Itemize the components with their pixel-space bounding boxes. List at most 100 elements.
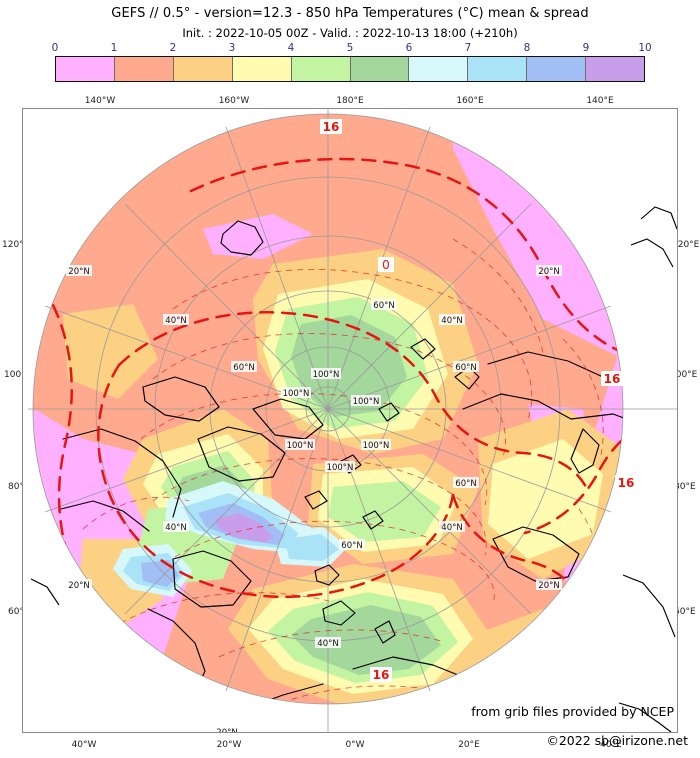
copyright-notice: ©2022 sb@irizone.net — [546, 733, 688, 748]
lat-label-100n-group-f: 100°N — [325, 461, 355, 473]
colorbar-tick-7: 7 — [464, 42, 472, 54]
lat-ring-labels: 20°N 20°N 20°N 20°N 20°N — [66, 265, 562, 732]
colorbar-tick-5: 5 — [346, 42, 354, 54]
lat-label-20n-c: 20°N — [68, 581, 89, 591]
lon-label-left-80w: 80°W — [8, 482, 33, 492]
contour-label-16-top: 16 — [323, 120, 340, 134]
colorbar-tick-4: 4 — [287, 42, 295, 54]
colorbar: 0 1 2 3 4 5 6 7 8 9 10 — [51, 42, 652, 82]
lat-label-60n-d: 60°N — [455, 479, 476, 489]
lon-label-bottom-20e: 20°E — [458, 740, 480, 750]
lon-label-top-160w: 160°W — [218, 96, 250, 106]
lat-label-40n-c: 40°N — [165, 523, 186, 533]
lat-label-60n-group-e: 60°N — [339, 539, 365, 551]
colorbar-swatch-4 — [291, 57, 351, 81]
colorbar-tick-10: 10 — [638, 42, 652, 54]
lon-label-right-120e: 120°E — [672, 240, 700, 250]
lon-label-bottom-40w: 40°W — [71, 740, 97, 750]
colorbar-tick-6: 6 — [405, 42, 413, 54]
colorbar-swatch-1 — [114, 57, 174, 81]
contour-label-bg-3 — [601, 371, 623, 386]
lat-label-60n-group-a: 60°N — [231, 361, 257, 373]
colorbar-swatch-6 — [409, 57, 469, 81]
lon-label-bottom-0w: 0°W — [345, 740, 365, 750]
lon-label-top-140e: 140°E — [586, 96, 614, 106]
lat-label-40n-group-a: 40°N — [163, 314, 189, 326]
lon-label-bottom-20w: 20°W — [216, 740, 242, 750]
lat-label-100n-a: 100°N — [283, 389, 310, 399]
lon-label-right-80e: 80°E — [674, 482, 696, 492]
band-9-10 — [215, 513, 273, 543]
coastlines-outside — [30, 206, 677, 732]
lat-label-60n-e: 60°N — [341, 541, 362, 551]
lon-label-left-120w: 120°W — [2, 240, 33, 250]
contour-label-0-center: 0 — [382, 258, 390, 272]
colorbar-swatch-7 — [468, 57, 528, 81]
lat-label-60n-c: 60°N — [455, 363, 476, 373]
lon-label-bottom-40e: 40°E — [600, 740, 622, 750]
contour-label-16-bottom: 16 — [373, 668, 390, 682]
colorbar-tick-1: 1 — [110, 42, 118, 54]
lat-label-100n-group-d: 100°N — [285, 439, 315, 451]
spread-field — [33, 114, 623, 704]
colorbar-ticks: 0 1 2 3 4 5 6 7 8 9 10 — [51, 42, 652, 56]
lat-label-60n-a: 60°N — [233, 363, 254, 373]
lat-label-100n-group-c: 100°N — [311, 368, 341, 380]
colorbar-swatch-0 — [56, 57, 115, 81]
map-canvas[interactable]: 16 0 16 16 16 20°N 20°N — [22, 108, 678, 733]
lat-label-40n-b: 40°N — [441, 316, 462, 326]
lat-label-60n-group-c: 60°N — [453, 361, 479, 373]
lat-label-20n-group-d: 20°N — [536, 579, 562, 591]
page-title: GEFS // 0.5° - version=12.3 - 850 hPa Te… — [111, 6, 589, 21]
lat-label-40n-group-c: 40°N — [163, 521, 189, 533]
colorbar-swatch-3 — [232, 57, 292, 81]
colorbar-tick-0: 0 — [51, 42, 59, 54]
lat-label-100n-e: 100°N — [363, 441, 390, 451]
lat-label-20n-group: 20°N — [66, 265, 92, 277]
lat-label-20n-group-c: 20°N — [66, 579, 92, 591]
lat-label-20n-a: 20°N — [68, 267, 89, 277]
lat-label-60n-group-b: 60°N — [371, 299, 397, 311]
colorbar-tick-8: 8 — [523, 42, 531, 54]
colorbar-tick-9: 9 — [582, 42, 590, 54]
lat-label-100n-group-e: 100°N — [361, 439, 391, 451]
lon-label-top-160e: 160°E — [456, 96, 484, 106]
colorbar-swatches — [55, 56, 645, 82]
lon-label-right-100e: 100°E — [670, 370, 698, 380]
lon-label-top-140w: 140°W — [84, 96, 116, 106]
lat-label-20n-b: 20°N — [538, 267, 559, 277]
map-svg: 16 0 16 16 16 20°N 20°N — [28, 109, 677, 732]
lat-label-20n-group-b: 20°N — [536, 265, 562, 277]
chart-title-block: GEFS // 0.5° - version=12.3 - 850 hPa Te… — [0, 0, 700, 40]
lat-label-100n-d: 100°N — [287, 441, 314, 451]
lat-label-60n-group-d: 60°N — [453, 477, 479, 489]
lat-label-20n-d: 20°N — [538, 581, 559, 591]
contour-label-bg-1 — [320, 119, 342, 134]
contour-label-bg-2 — [378, 257, 394, 272]
lat-label-40n-group-b: 40°N — [439, 314, 465, 326]
page-subtitle: Init. : 2022-10-05 00Z - Valid. : 2022-1… — [182, 26, 518, 40]
contour-label-bg-5 — [370, 667, 392, 682]
contour-label-bg-4 — [615, 475, 637, 490]
lon-label-left-100w: 100°W — [4, 370, 35, 380]
contour-label-16-right-upper: 16 — [604, 372, 621, 386]
contour-label-16-right-lower: 16 — [618, 476, 635, 490]
data-source-credit: from grib files provided by NCEP — [471, 704, 674, 719]
lat-label-100n-f: 100°N — [327, 463, 354, 473]
lat-label-60n-b: 60°N — [373, 301, 394, 311]
colorbar-swatch-9 — [586, 57, 645, 81]
lon-label-top-180e: 180°E — [336, 96, 364, 106]
lat-label-40n-group-e: 40°N — [315, 637, 341, 649]
lat-label-40n-a: 40°N — [165, 316, 186, 326]
lat-label-100n-group-b: 100°N — [351, 395, 381, 407]
colorbar-tick-3: 3 — [228, 42, 236, 54]
colorbar-swatch-5 — [350, 57, 410, 81]
lat-label-100n-c: 100°N — [313, 370, 340, 380]
lat-label-100n-b: 100°N — [353, 397, 380, 407]
lon-label-right-60e: 60°E — [674, 607, 696, 617]
contour-value-labels: 16 0 16 16 16 — [320, 119, 637, 682]
lat-label-20n-e: 20°N — [216, 728, 237, 732]
lat-label-40n-d: 40°N — [441, 523, 462, 533]
lat-label-100n-group-a: 100°N — [281, 387, 311, 399]
